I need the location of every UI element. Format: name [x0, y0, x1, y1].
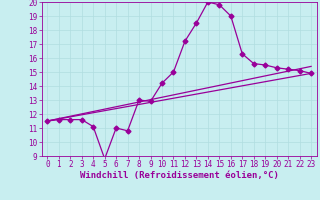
X-axis label: Windchill (Refroidissement éolien,°C): Windchill (Refroidissement éolien,°C) [80, 171, 279, 180]
